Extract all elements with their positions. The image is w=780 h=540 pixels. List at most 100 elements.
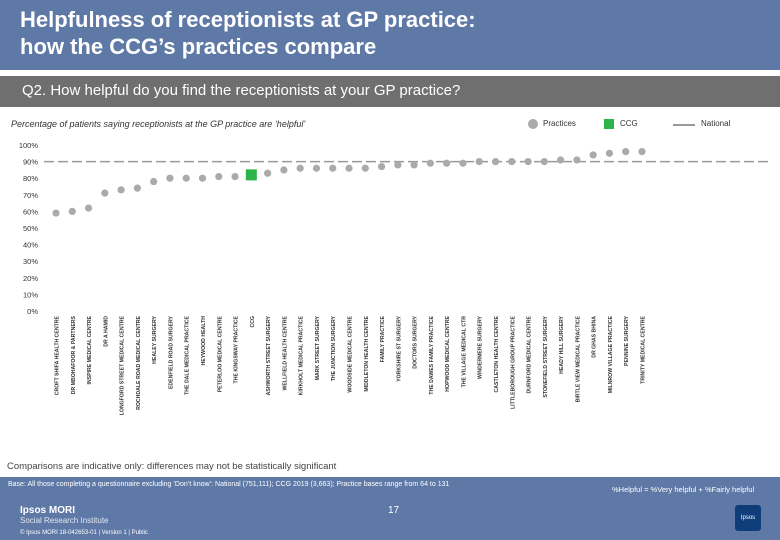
y-tick-label: 80%: [23, 174, 38, 183]
legend-national-marker: [673, 124, 695, 126]
data-points: [52, 148, 646, 217]
practice-point: [524, 158, 532, 166]
x-tick-label: HOPWOOD MEDICAL CENTRE: [445, 315, 451, 391]
x-tick-label: EDENFIELD ROAD SURGERY: [168, 315, 174, 389]
x-tick-label: LITTLEBOROUGH GROUP PRACTICE: [510, 315, 516, 409]
y-tick-label: 100%: [19, 141, 39, 150]
legend-practices-marker: [528, 119, 538, 129]
x-tick-label: WOODSIDE MEDICAL CENTRE: [348, 315, 354, 392]
x-tick-label: FAMILY PRACTICE: [380, 315, 386, 362]
helpful-formula: %Helpful = %Very helpful + %Fairly helpf…: [612, 485, 755, 494]
x-tick-label: HEYWOOD HEALTH: [201, 316, 207, 366]
ipsos-logo: Ipsos: [735, 505, 761, 531]
x-tick-label: STONEFIELD STREET SURGERY: [543, 315, 549, 397]
page-title-line1: Helpfulness of receptionists at GP pract…: [20, 7, 476, 32]
x-tick-label: INSPIRE MEDICAL CENTRE: [87, 315, 93, 384]
x-tick-label: HEALEY SURGERY: [152, 315, 158, 363]
x-tick-label: MARK STREET SURGERY: [315, 315, 321, 380]
practice-point: [622, 148, 630, 156]
legend-practices-label: Practices: [543, 119, 576, 128]
x-tick-label: YORKSHIRE ST SURGERY: [396, 315, 402, 381]
practice-point: [345, 164, 353, 172]
x-tick-label: DR GHAS BHINA: [592, 316, 598, 358]
disclaimer-note: Comparisons are indicative only: differe…: [7, 461, 337, 472]
y-tick-label: 10%: [23, 290, 38, 299]
practice-point: [182, 174, 190, 182]
practice-point: [491, 158, 500, 166]
y-tick-label: 50%: [23, 224, 38, 233]
practice-point: [68, 207, 76, 215]
page-title-line2: how the CCG’s practices compare: [20, 34, 377, 59]
practice-point: [443, 159, 451, 167]
x-tick-label: CROFT SHIFA HEALTH CENTRE: [55, 315, 61, 395]
y-tick-label: 0%: [27, 307, 38, 316]
practice-point: [394, 161, 402, 169]
y-tick-label: 90%: [23, 158, 38, 167]
x-tick-label: DURNFORD MEDICAL CENTRE: [527, 315, 533, 393]
y-tick-label: 20%: [23, 274, 38, 283]
chart-area: 0% 10% 20% 30% 40% 50% 60% 70% 80% 90% 100% CROFT …: [19, 141, 772, 415]
practice-point: [329, 164, 337, 172]
practice-point: [475, 158, 483, 166]
practice-point: [280, 166, 288, 174]
brand-subtitle: Social Research Institute: [20, 516, 109, 525]
base-text: Base: All those completing a questionnai…: [8, 481, 450, 488]
x-tick-label: CASTLETON HEALTH CENTRE: [494, 315, 500, 392]
practice-point: [264, 169, 272, 177]
legend-ccg-marker: [604, 119, 614, 129]
x-tick-label: PENNINE SURGERY: [624, 315, 630, 366]
x-tick-label: DR MBOHAFOOR & PARTNERS: [71, 315, 77, 394]
x-tick-label: LONGFORD STREET MEDICAL CENTRE: [120, 315, 126, 415]
x-tick-label: CCG: [250, 316, 256, 328]
practice-point: [296, 164, 304, 172]
x-tick-label: DR A HAMID: [103, 316, 109, 347]
y-tick-label: 30%: [23, 257, 38, 266]
practice-point: [426, 159, 434, 167]
practice-point: [459, 159, 467, 167]
x-tick-label: HEADY HILL SURGERY: [559, 315, 565, 373]
y-tick-label: 70%: [23, 191, 38, 200]
practice-point: [215, 172, 223, 181]
x-tick-label: ASHWORTH STREET SURGERY: [266, 315, 272, 395]
x-tick-label: THE DAWES FAMILY PRACTICE: [429, 315, 435, 394]
x-tick-label: MILNROW VILLAGE PRACTICE: [608, 315, 614, 393]
practice-point: [377, 162, 386, 171]
x-tick-label: ROCHDALE ROAD MEDICAL CENTRE: [136, 315, 142, 409]
practice-point: [508, 158, 516, 166]
ccg-point: [245, 169, 257, 181]
y-tick-label: 60%: [23, 207, 38, 216]
x-tick-label: DOCTORS SURGERY: [413, 315, 419, 368]
practice-point: [557, 156, 565, 164]
x-tick-label: THE KINGSWAY PRACTICE: [234, 315, 240, 383]
practice-point: [117, 186, 125, 194]
practice-point: [198, 174, 207, 182]
practice-point: [52, 209, 60, 217]
practice-point: [410, 161, 418, 169]
practice-point: [84, 204, 93, 212]
practice-point: [231, 172, 239, 181]
x-tick-label: WELLFIELD HEALTH CENTRE: [282, 315, 288, 390]
practice-point: [638, 148, 646, 156]
x-tick-label: MIDDLETON HEALTH CENTRE: [364, 315, 370, 391]
page-title: Helpfulness of receptionists at GP pract…: [20, 6, 476, 60]
practice-point: [312, 164, 321, 172]
practice-point: [166, 174, 174, 182]
practice-point: [540, 158, 548, 166]
y-axis: 0% 10% 20% 30% 40% 50% 60% 70% 80% 90% 100%: [19, 141, 39, 316]
y-tick-label: 40%: [23, 241, 38, 250]
question-text: Q2. How helpful do you find the receptio…: [22, 82, 461, 99]
x-tick-label: TRINITY MEDICAL CENTRE: [641, 315, 647, 383]
x-tick-label: PETERLOO MEDICAL CENTRE: [217, 315, 223, 392]
legend-national-label: National: [701, 119, 731, 128]
brand-name: Ipsos MORI: [20, 505, 76, 516]
practice-point: [573, 156, 581, 164]
x-tick-label: THE JUNCTION SURGERY: [331, 315, 337, 381]
practice-point: [589, 151, 597, 159]
x-tick-label: WINDERMERE SURGERY: [478, 315, 484, 378]
header-bar: Helpfulness of receptionists at GP pract…: [0, 0, 780, 70]
copyright-text: © Ipsos MORI 18-042653-01 | Version 1 | …: [20, 530, 148, 536]
x-axis-labels: CROFT SHIFA HEALTH CENTRE DR MBOHAFOOR & …: [55, 315, 647, 415]
practice-point: [150, 177, 158, 186]
page-number: 17: [388, 505, 400, 516]
x-tick-label: THE VILLAGE MEDICAL CTR: [461, 316, 467, 388]
